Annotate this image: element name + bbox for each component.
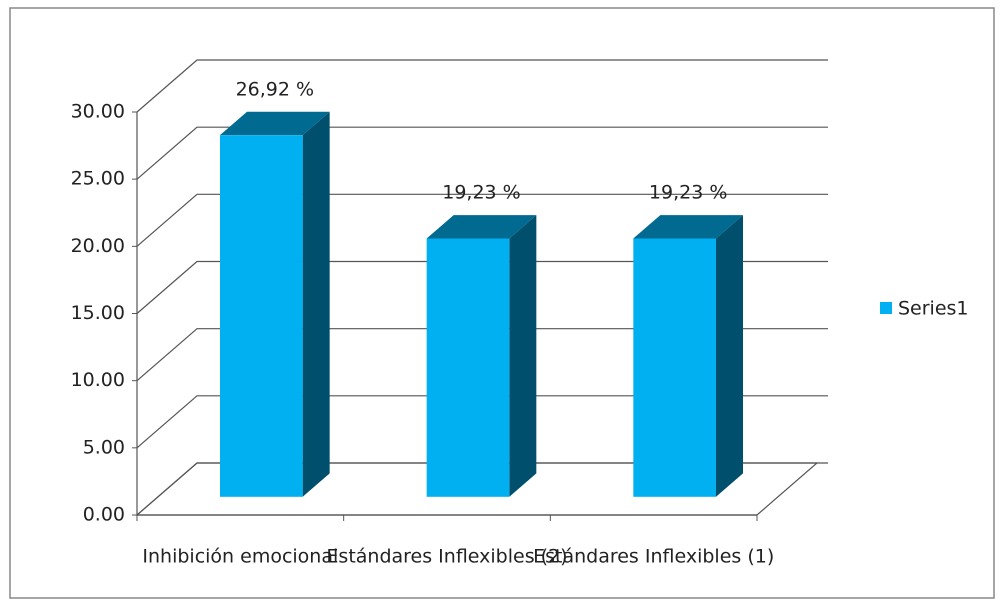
y-tick-label: 30.00 xyxy=(71,101,125,123)
y-tick-label: 5.00 xyxy=(83,436,125,458)
y-tick-label: 20.00 xyxy=(71,235,125,257)
bar xyxy=(633,238,716,497)
bar-top xyxy=(633,215,743,239)
legend-swatch xyxy=(880,302,892,314)
y-tick-label: 25.00 xyxy=(71,168,125,190)
y-tick-label: 15.00 xyxy=(71,302,125,324)
bar-side xyxy=(716,215,743,497)
grid-line xyxy=(136,395,828,449)
grid-line xyxy=(136,59,828,113)
grid-line xyxy=(136,193,828,247)
x-tick-label: Estándares Inflexibles (2) xyxy=(326,546,567,568)
y-tick-label: 0.00 xyxy=(83,504,125,526)
bar-side xyxy=(509,215,537,497)
legend-label: Series1 xyxy=(898,298,969,320)
grid-line xyxy=(136,260,828,314)
data-label: 19,23 % xyxy=(649,182,728,204)
x-tick-label: Estándares Inflexibles (1) xyxy=(533,546,774,568)
grid-line xyxy=(136,328,828,382)
bar-top xyxy=(220,111,330,136)
grid-line xyxy=(136,126,828,180)
data-label: 19,23 % xyxy=(442,182,521,204)
data-label: 26,92 % xyxy=(236,78,315,100)
grid-line xyxy=(136,462,828,516)
bar xyxy=(220,135,303,497)
y-tick-label: 10.00 xyxy=(71,369,125,391)
bar-top xyxy=(426,215,537,239)
bar xyxy=(426,238,510,497)
x-tick-label: Inhibición emocional xyxy=(142,546,338,568)
bar-side xyxy=(302,111,330,497)
